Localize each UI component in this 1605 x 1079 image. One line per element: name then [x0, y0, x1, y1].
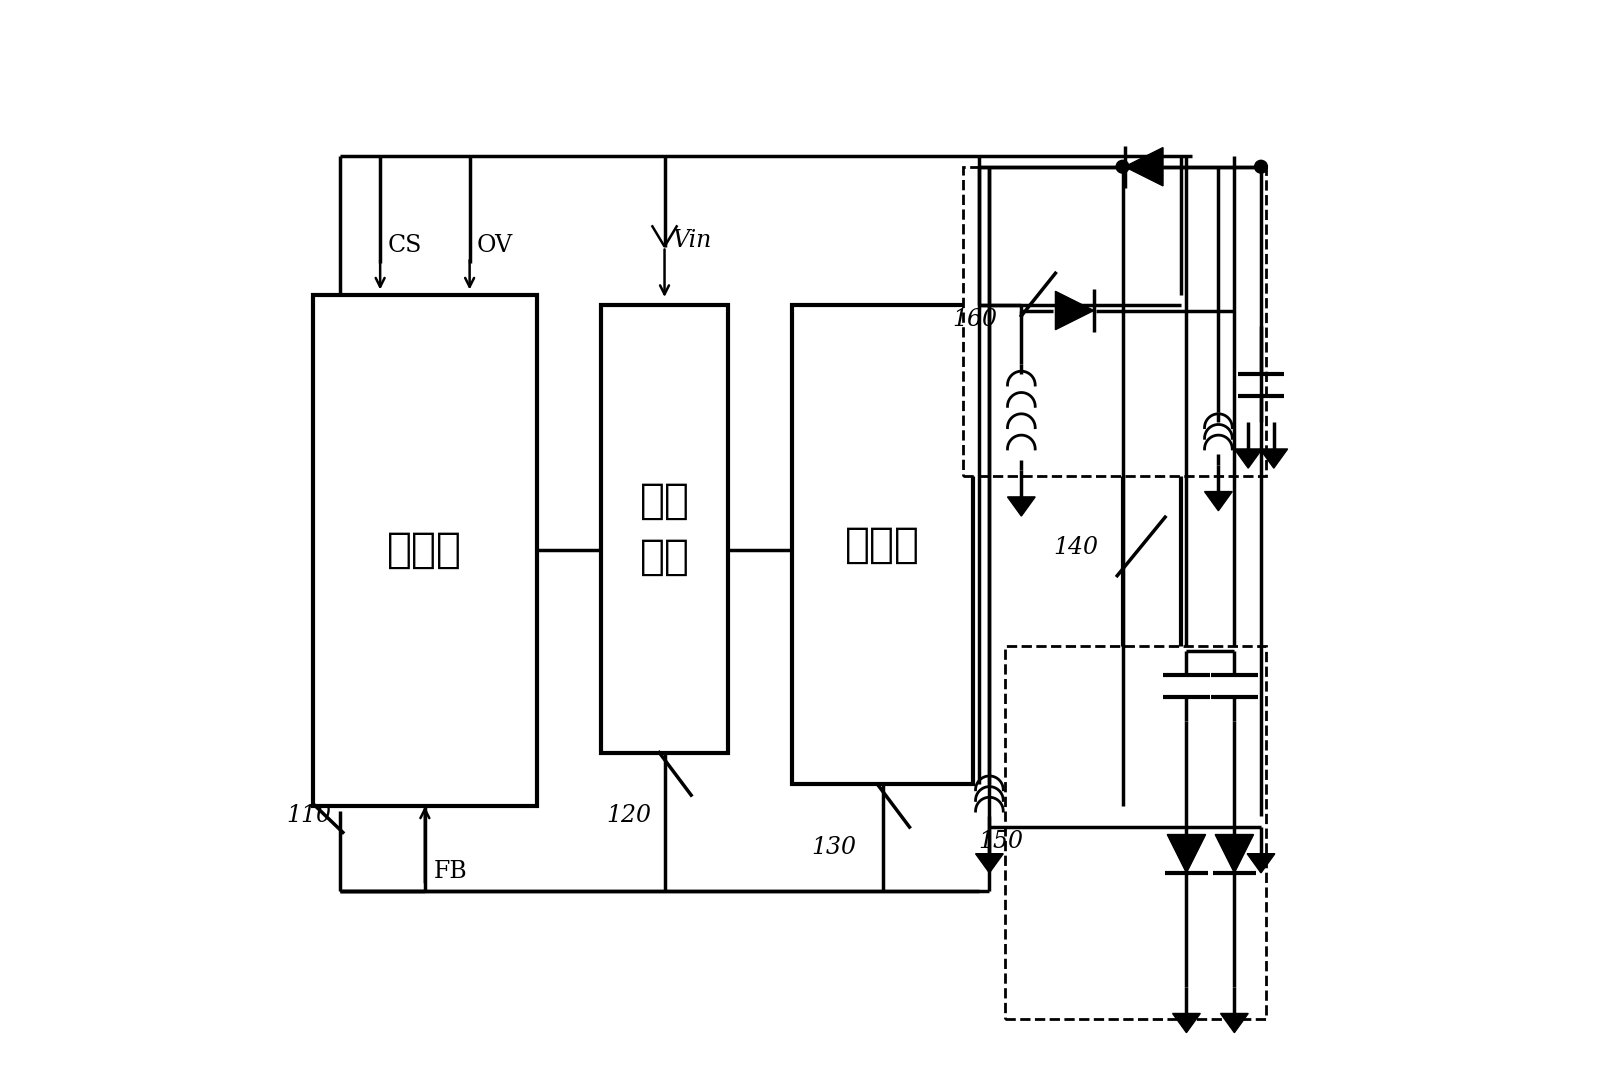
Bar	[961, 167, 1265, 476]
Bar	[1122, 295, 1180, 806]
Polygon shape	[1247, 853, 1274, 873]
Text: 控制器: 控制器	[387, 529, 462, 571]
Polygon shape	[1220, 1013, 1247, 1033]
Circle shape	[1115, 161, 1128, 173]
Polygon shape	[1006, 497, 1035, 516]
Polygon shape	[1234, 449, 1262, 468]
Text: 140: 140	[1053, 536, 1098, 559]
Text: 160: 160	[952, 309, 997, 331]
Bar	[791, 305, 973, 784]
Polygon shape	[1215, 834, 1254, 873]
Text: CS: CS	[387, 234, 422, 257]
Polygon shape	[1204, 492, 1231, 510]
Text: 开关
装置: 开关 装置	[639, 480, 689, 577]
Polygon shape	[974, 853, 1003, 873]
Text: 110: 110	[286, 804, 331, 827]
Bar	[1005, 646, 1265, 1019]
Circle shape	[1254, 161, 1266, 173]
Text: 130: 130	[811, 836, 855, 859]
Text: 150: 150	[977, 831, 1022, 853]
Polygon shape	[1167, 834, 1205, 873]
Text: 谐振槽: 谐振槽	[844, 523, 920, 565]
Polygon shape	[1054, 291, 1093, 330]
Bar	[313, 295, 536, 806]
Polygon shape	[1172, 1013, 1199, 1033]
Bar	[600, 305, 729, 752]
Polygon shape	[1124, 148, 1162, 186]
Text: FB: FB	[433, 860, 467, 884]
Text: 120: 120	[605, 804, 650, 827]
Text: OV: OV	[477, 234, 514, 257]
Text: Vin: Vin	[672, 229, 713, 251]
Polygon shape	[1260, 449, 1287, 468]
